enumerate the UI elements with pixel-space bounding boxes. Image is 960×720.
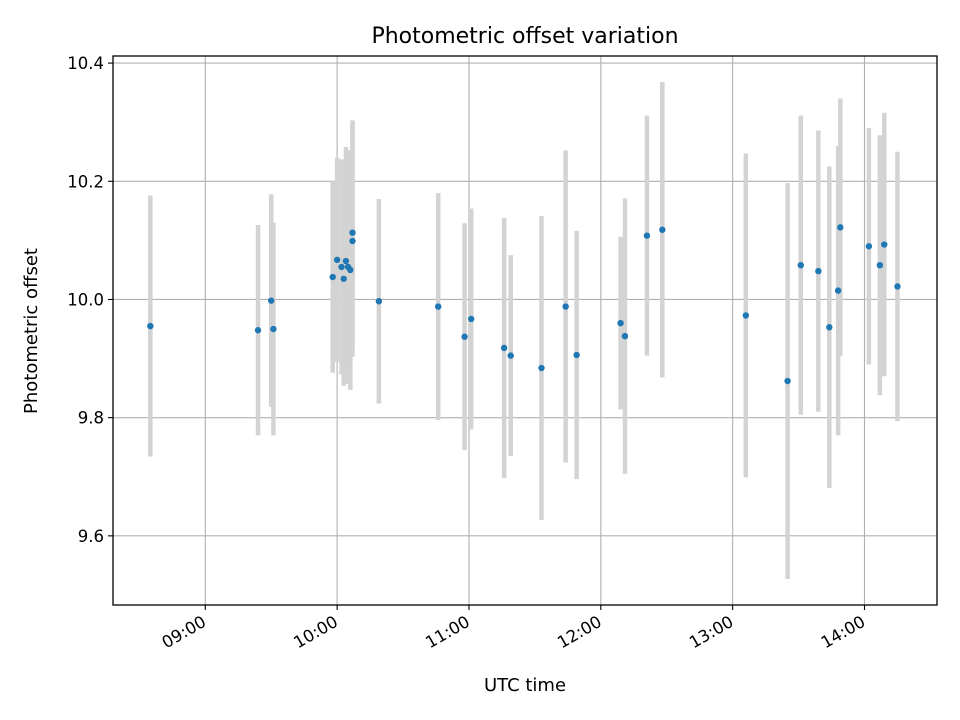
- data-point: [461, 333, 468, 340]
- data-point: [797, 261, 804, 269]
- data-point: [562, 303, 569, 310]
- data-point: [270, 325, 277, 333]
- data-point: [538, 364, 545, 372]
- plot-area-frame: [112, 55, 938, 606]
- data-point: [333, 256, 341, 264]
- x-axis-label: UTC time: [484, 675, 566, 696]
- data-point: [617, 319, 624, 327]
- data-point: [507, 352, 514, 359]
- data-point: [876, 261, 884, 269]
- data-point: [467, 315, 475, 323]
- data-point: [881, 241, 888, 248]
- data-point: [349, 237, 356, 245]
- data-point: [742, 312, 750, 319]
- data-point: [643, 232, 651, 239]
- data-point: [621, 332, 629, 340]
- data-point: [865, 243, 873, 250]
- y-tick-label: 10.4: [67, 54, 104, 73]
- data-point: [329, 273, 336, 281]
- data-point: [784, 377, 791, 385]
- data-point: [338, 263, 345, 271]
- data-point: [147, 322, 154, 330]
- data-point: [254, 327, 262, 334]
- data-point: [659, 226, 666, 233]
- data-point: [826, 324, 833, 331]
- y-tick-label: 10.2: [67, 172, 104, 191]
- y-tick-label: 9.6: [78, 527, 104, 546]
- data-point: [894, 283, 901, 290]
- data-point: [349, 229, 356, 236]
- data-point: [815, 267, 822, 275]
- data-point: [573, 351, 580, 359]
- data-point: [837, 224, 844, 231]
- y-axis-ticks: 9.6 9.8 10.0 10.2 10.4: [67, 54, 113, 546]
- data-point: [342, 257, 350, 265]
- y-axis-label: Photometric offset: [21, 248, 42, 414]
- y-tick-label: 9.8: [78, 409, 104, 428]
- data-markers: [147, 224, 901, 385]
- chart-title: Photometric offset variation: [371, 24, 678, 49]
- data-point: [375, 298, 383, 305]
- data-point: [347, 266, 354, 274]
- data-point: [500, 344, 508, 352]
- data-point: [435, 303, 442, 310]
- y-tick-label: 10.0: [67, 290, 104, 309]
- data-point: [834, 287, 842, 294]
- data-point: [340, 275, 347, 282]
- data-point: [268, 297, 275, 304]
